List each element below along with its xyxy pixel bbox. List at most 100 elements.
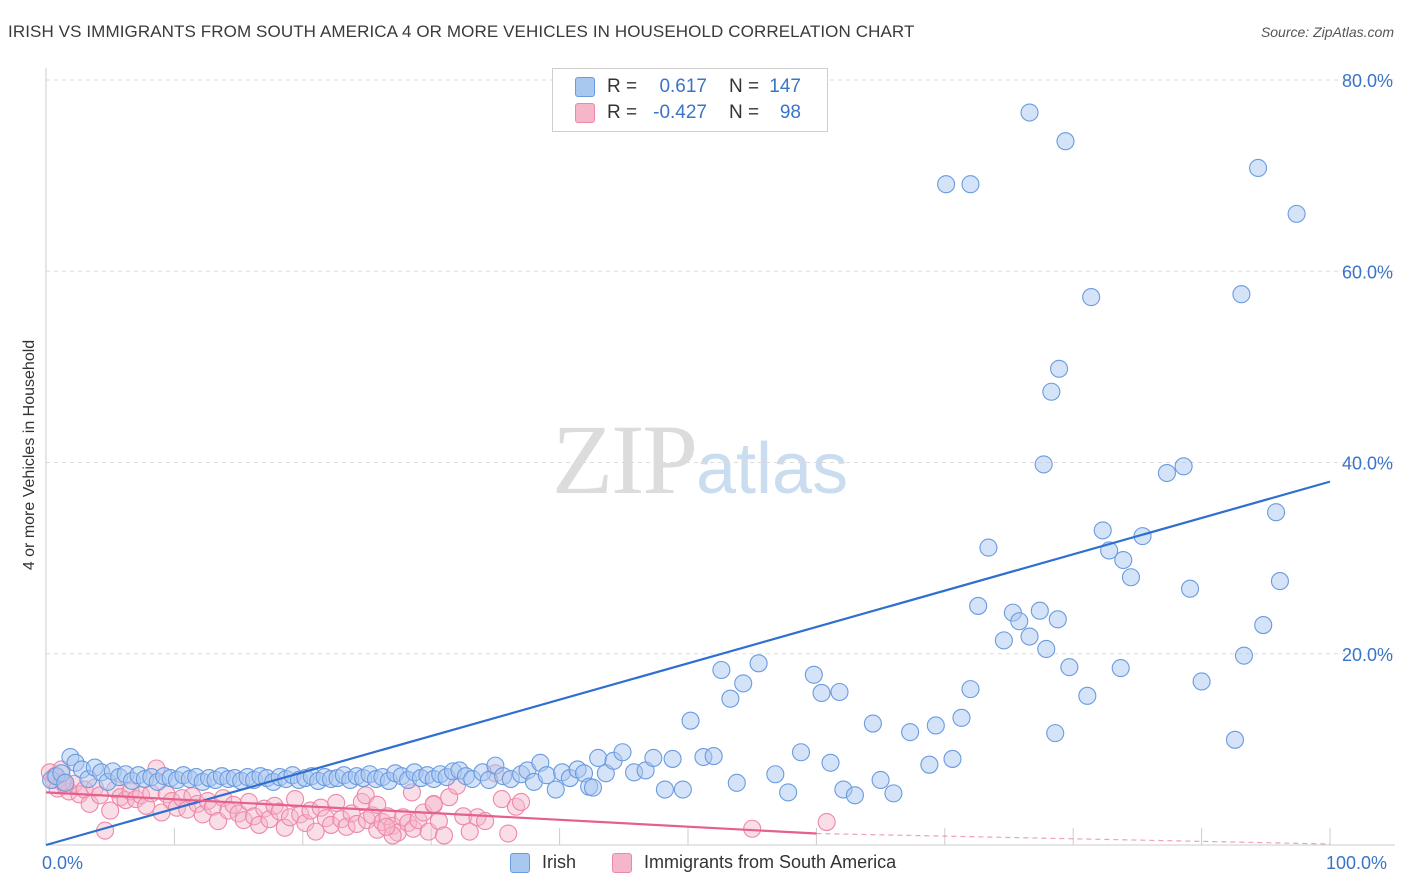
n-label: N = <box>729 102 760 123</box>
south-america-point <box>244 807 264 826</box>
south-america-point <box>347 814 366 834</box>
irish-point <box>1111 659 1130 678</box>
south-america-point <box>492 790 511 809</box>
legend-row-irish: R = 0.617 N = 147 <box>575 75 801 99</box>
irish-point <box>863 714 882 733</box>
irish-point <box>546 780 565 799</box>
south-america-point <box>506 797 525 816</box>
y-tick-label: 40.0% <box>1342 454 1393 474</box>
irish-point <box>1287 204 1306 223</box>
south-america-point <box>224 795 243 814</box>
legend-row-south-america: R = -0.427 N = 98 <box>575 101 801 125</box>
irish-point <box>56 773 75 792</box>
irish-point <box>583 778 603 797</box>
south-america-point <box>101 801 120 820</box>
r-label: R = <box>607 76 638 97</box>
irish-point <box>749 654 768 673</box>
south-america-point <box>460 822 479 841</box>
x-tick-max: 100.0% <box>1326 853 1388 873</box>
irish-point <box>1056 132 1075 151</box>
irish-point <box>812 683 831 703</box>
irish-point <box>1020 103 1039 122</box>
legend-item-south-america: Immigrants from South America <box>612 852 896 873</box>
legend-item-irish: Irish <box>510 852 576 873</box>
watermark: ZIPatlas <box>552 402 848 517</box>
irish-point <box>734 674 753 693</box>
irish-point <box>1030 601 1049 620</box>
south-america-point <box>270 802 289 821</box>
irish-point <box>1270 572 1289 591</box>
south-america-point <box>404 819 423 838</box>
south-america-trendline <box>45 791 817 835</box>
irish-point <box>727 773 746 792</box>
irish-point <box>1174 457 1193 476</box>
watermark-atlas: atlas <box>696 429 849 509</box>
series-legend: Irish Immigrants from South America <box>510 852 932 873</box>
irish-point <box>589 748 608 768</box>
irish-point <box>663 749 682 768</box>
r-value-irish: 0.617 <box>659 76 707 97</box>
x-tick-min: 0.0% <box>42 853 84 873</box>
n-value-south-america: 98 <box>779 102 801 123</box>
south-america-point <box>321 815 341 834</box>
irish-point <box>779 783 798 802</box>
irish-point <box>961 680 980 699</box>
irish-point <box>791 743 811 762</box>
irish-point <box>681 711 700 730</box>
irish-point <box>1232 285 1251 304</box>
irish-point <box>884 784 903 803</box>
irish-point <box>1225 730 1245 749</box>
irish-point <box>1048 610 1067 629</box>
irish-point <box>1192 672 1211 691</box>
south-america-legend-swatch <box>612 852 633 873</box>
irish-point <box>1234 646 1254 665</box>
south-america-point <box>250 815 269 834</box>
y-tick-label: 80.0% <box>1342 71 1393 91</box>
irish-point <box>613 743 632 762</box>
south-america-point <box>393 808 413 827</box>
irish-point <box>804 665 823 684</box>
irish-point <box>1010 612 1029 631</box>
south-america-point <box>337 817 356 836</box>
y-tick-label: 20.0% <box>1342 645 1393 665</box>
irish-point <box>1050 359 1069 378</box>
irish-point <box>901 723 920 742</box>
south-america-point <box>260 810 279 829</box>
irish-point <box>1020 627 1039 646</box>
n-label: N = <box>729 76 760 97</box>
south-america-point <box>817 812 836 832</box>
irish-point <box>926 716 945 735</box>
south-america-point <box>275 818 294 837</box>
south-america-point <box>424 794 443 813</box>
south-america-point <box>434 826 454 845</box>
south-america-point <box>193 805 212 824</box>
irish-point <box>1046 724 1065 743</box>
irish-point <box>979 538 998 557</box>
chart-title: IRISH VS IMMIGRANTS FROM SOUTH AMERICA 4… <box>8 22 915 41</box>
irish-trendline <box>45 480 1331 847</box>
legend-label-irish: Irish <box>542 852 577 872</box>
irish-point <box>766 765 785 784</box>
south-america-point <box>454 807 473 826</box>
irish-point <box>712 660 731 680</box>
irish-point <box>655 780 674 799</box>
irish-point <box>871 770 890 790</box>
irish-point <box>644 748 663 768</box>
irish-point <box>1078 686 1097 705</box>
irish-swatch <box>575 77 595 97</box>
irish-point <box>1157 463 1176 483</box>
y-tick-label: 60.0% <box>1342 262 1393 282</box>
irish-point <box>961 175 980 194</box>
irish-point <box>1121 568 1141 587</box>
irish-point <box>1254 616 1273 635</box>
irish-point <box>673 780 692 799</box>
irish-point <box>952 708 971 727</box>
irish-point <box>937 175 956 194</box>
irish-point <box>994 631 1013 650</box>
irish-legend-swatch <box>510 852 530 873</box>
source-credit: Source: ZipAtlas.com <box>1260 24 1394 40</box>
irish-point <box>1180 579 1200 598</box>
r-label: R = <box>607 102 638 123</box>
south-america-point <box>399 813 418 833</box>
